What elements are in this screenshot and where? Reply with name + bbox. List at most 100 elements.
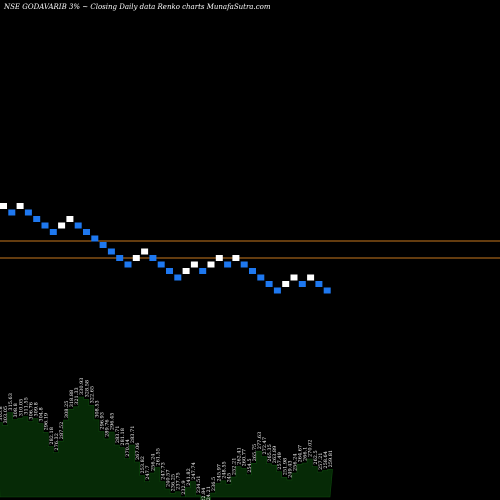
renko-brick-up: [282, 281, 290, 287]
volume-label: 296.19: [44, 413, 50, 431]
volume-label: 236.5: [211, 477, 217, 491]
volume-label: 330.93: [79, 378, 85, 396]
volume-label: 257.21: [318, 453, 324, 471]
renko-brick-up: [207, 261, 215, 268]
volume-label: 232.9: [181, 480, 187, 494]
volume-area: [0, 396, 333, 500]
renko-brick-down: [249, 268, 256, 274]
renko-brick-up: [290, 274, 298, 281]
volume-label: 247.73: [161, 462, 167, 480]
renko-brick-down: [323, 287, 331, 294]
renko-brick-up: [190, 261, 198, 268]
volume-label: 309.8: [34, 402, 40, 416]
volume-label: 296.93: [100, 412, 106, 430]
volume-label: 264.67: [298, 445, 304, 463]
renko-brick-up: [0, 203, 7, 209]
chart-title: NSE GODAVARIB 3% ~ Closing Daily data Re…: [3, 3, 271, 11]
renko-brick-up: [141, 248, 149, 255]
renko-brick-down: [74, 222, 82, 229]
renko-brick-down: [8, 209, 16, 216]
volume-label: 282.18: [49, 427, 55, 445]
volume-label: 265.75: [252, 444, 258, 462]
volume-label: 245: [227, 473, 233, 483]
volume-label: 318.88: [69, 390, 75, 408]
renko-brick-down: [273, 287, 281, 294]
renko-brick-up: [182, 268, 190, 274]
volume-label: 247.7: [145, 465, 151, 479]
renko-brick-down: [174, 274, 182, 281]
volume-label: 287.52: [59, 422, 65, 440]
renko-brick-down: [24, 209, 32, 216]
renko-bricks: [0, 203, 331, 294]
volume-label: 283.71: [115, 426, 121, 444]
volume-label: 256.24: [150, 454, 156, 472]
renko-brick-down: [315, 281, 323, 287]
volume-label: 276.32: [54, 433, 60, 451]
volume-label: 308.8: [13, 403, 19, 417]
volume-label: 306.76: [29, 402, 35, 420]
renko-brick-down: [116, 255, 124, 261]
volume-label: 251.98: [282, 458, 288, 476]
volume-label: 283.71: [130, 426, 136, 444]
renko-brick-up: [16, 203, 24, 209]
volume-label: 303.05: [3, 406, 9, 424]
volume-label: 254.5: [247, 458, 253, 472]
renko-brick-down: [99, 242, 107, 248]
volume-label: 222.84: [201, 488, 207, 500]
renko-brick-down: [83, 229, 90, 235]
volume-label: 262.41: [237, 447, 243, 465]
volume-label: 305.8: [0, 406, 4, 420]
renko-brick-down: [41, 222, 49, 229]
renko-brick-up: [66, 216, 74, 222]
volume-label: 241.82: [186, 468, 192, 486]
renko-brick-down: [107, 248, 115, 255]
volume-label: 310.05: [18, 399, 24, 417]
volume-label: 328.58: [84, 380, 90, 398]
renko-brick-down: [124, 261, 132, 268]
renko-brick-up: [58, 222, 66, 229]
renko-brick-down: [49, 229, 57, 235]
volume-label: 248.55: [221, 461, 227, 479]
renko-brick-down: [149, 255, 157, 261]
volume-label: 259.81: [328, 450, 334, 468]
renko-brick-down: [91, 235, 99, 242]
volume-label: 247.74: [191, 462, 197, 480]
volume-label: 321.33: [74, 387, 80, 405]
volume-label: 224.21: [206, 486, 212, 500]
volume-label: 322.65: [89, 386, 95, 404]
volume-label: 308.53: [95, 400, 101, 418]
volume-label: 304.8: [39, 407, 45, 421]
renko-brick-down: [298, 281, 306, 287]
volume-label: 252.21: [232, 458, 238, 476]
volume-label: 256.24: [293, 454, 299, 472]
volume-label: 237.75: [176, 472, 182, 490]
volume-label: 249.43: [287, 460, 293, 478]
volume-label: 315.63: [8, 393, 14, 411]
volume-label: 257.49: [277, 452, 283, 470]
volume-label: 258.64: [323, 451, 329, 469]
volume-label: 270.34: [125, 439, 131, 457]
volume-label: 240.57: [166, 470, 172, 488]
volume-label: 260.77: [242, 449, 248, 467]
renko-brick-down: [199, 268, 207, 274]
volume-label: 261.55: [155, 448, 161, 466]
renko-brick-down: [265, 281, 273, 287]
renko-brick-down: [166, 268, 173, 274]
volume-label: 245.97: [216, 464, 222, 482]
volume-label: 234.51: [196, 476, 202, 494]
volume-label: 296.45: [110, 413, 116, 431]
renko-brick-down: [224, 261, 232, 268]
volume-label: 265.35: [267, 444, 273, 462]
volume-label: 311.55: [23, 397, 29, 415]
volume-label: 262.5: [313, 450, 319, 464]
volume-label: 272.47: [262, 437, 268, 455]
volume-label: 267.06: [135, 443, 141, 461]
volume-label: 266.1: [303, 447, 309, 461]
renko-brick-down: [157, 261, 165, 268]
volume-label: 263.89: [272, 446, 278, 464]
renko-brick-down: [257, 274, 265, 281]
volume-label: 253.82: [140, 456, 146, 474]
volume-label: 281.18: [120, 428, 126, 446]
